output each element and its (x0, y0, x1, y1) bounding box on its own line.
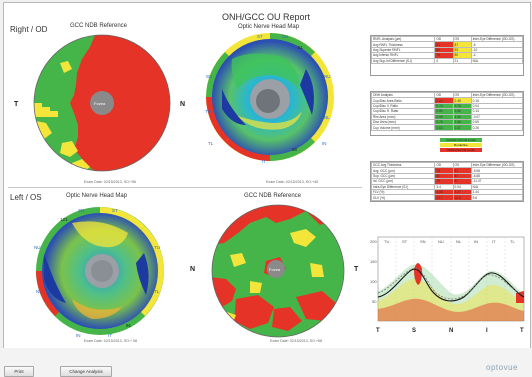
left-seg-it: IT (108, 333, 112, 338)
tsnit-axis-s: S (412, 328, 416, 334)
left-seg-sn: SN (78, 208, 84, 213)
tsnit-top-nu: NU (438, 239, 444, 244)
onh-os-cell: 0.37 (452, 124, 472, 131)
right-fovea-label: Fovea (94, 101, 106, 106)
onh-table: ONH Analysis OD OS Inter-Eye Difference … (370, 91, 524, 136)
tsnit-top-nl: NL (456, 239, 462, 244)
legend-item: Borderline (440, 143, 482, 147)
bottom-toolbar: Print Change Analysis optovue (0, 348, 532, 377)
right-seg-it: IT (262, 159, 266, 164)
right-seg-n2: 88 (292, 147, 298, 152)
left-onh-title: Optic Nerve Head Map (66, 193, 128, 199)
right-seg-in: IN (322, 141, 327, 146)
left-gcc-exam: Exam Date: 02/15/2013, SO:+68 (270, 339, 323, 343)
left-seg-n2: 91 (126, 323, 132, 328)
tsnit-top-it: IT (492, 239, 496, 244)
left-eye-label: Left / OS (10, 193, 42, 202)
left-seg-st: ST (112, 208, 118, 213)
optovue-logo: optovue (486, 363, 518, 372)
gcc-od-cell: 22.7 (434, 194, 454, 201)
left-fovea-label: Fovea (269, 267, 281, 272)
tsnit-ytick-100: 100 (370, 279, 377, 284)
right-onh-title: Optic Nerve Head Map (238, 24, 300, 30)
tsnit-graph: 200 150 100 50 TU ST SN NU NL IN IT TL T… (370, 236, 525, 334)
right-onh-map: S7 SN SU NU TU NL TL IN IT 51 88 (205, 33, 334, 164)
rnfl-table: RNFL Analysis (µm) OD OS Inter-Eye Diffe… (370, 35, 524, 76)
left-onh-map: SN ST NU TU NL TL IN IT 121 91 (34, 207, 164, 338)
rnfl-od-cell: 0 (434, 57, 454, 64)
rnfl-row: Avg RNFL Thickness 81 87 -6 (370, 41, 524, 48)
rnfl-label-cell: Avg Sup-Inf Difference (S-I) (370, 57, 436, 64)
rnfl-diff-cell: N/A (470, 57, 524, 64)
gcc-os-cell: 13.0 (452, 194, 472, 201)
print-button[interactable]: Print (4, 366, 34, 377)
left-gcc-t-label: T (354, 266, 359, 273)
right-onh-exam: Exam Date: 02/15/2013, SO:+45 (266, 180, 319, 184)
left-seg-tl: TL (154, 289, 160, 294)
tsnit-ytick-50: 50 (372, 299, 377, 304)
left-seg-in: IN (76, 333, 81, 338)
rnfl-row: Avg Sup-Inf Difference (S-I) 0 21 N/A (370, 57, 524, 64)
right-gcc-n-label: N (180, 101, 186, 108)
tsnit-axis-t1: T (376, 328, 380, 334)
gcc-row: GLV (%) 22.7 13.0 9.6 (370, 194, 524, 201)
right-seg-tl: TL (208, 141, 214, 146)
right-seg-tu: TU (205, 109, 211, 114)
legend-item: Within Normal Limits (440, 148, 482, 152)
right-eye-label: Right / OD (10, 25, 48, 34)
eye-divider (8, 187, 362, 188)
tsnit-axis-t2: T (520, 328, 524, 334)
rnfl-os-cell: 21 (452, 57, 472, 64)
tsnit-axis-n: N (449, 328, 453, 334)
left-seg-tu: TU (154, 245, 160, 250)
gcc-row: Sup. GCC (µm) 80 87 -6.68 (370, 172, 524, 180)
onh-row: Cup Volume (mm³) 0.63 0.37 0.26 (370, 124, 524, 131)
left-onh-exam: Exam Date: 02/15/2013, SO:+ 58 (84, 339, 138, 343)
left-seg-nu: NU (34, 245, 41, 250)
right-seg-nu: NU (324, 74, 331, 79)
right-seg-n1: 51 (298, 45, 304, 50)
left-gcc-map: Fovea (211, 204, 345, 338)
right-gcc-title: GCC NDB Reference (70, 23, 128, 29)
onh-diff-cell: 0.26 (470, 124, 524, 131)
legend-item: Outside Normal Limits (440, 138, 482, 142)
tsnit-top-in: IN (474, 239, 478, 244)
onh-label-cell: Cup Volume (mm³) (370, 124, 436, 131)
tsnit-top-tu: TU (384, 239, 389, 244)
left-seg-nl: NL (36, 289, 42, 294)
gcc-diff-cell: 9.6 (470, 194, 524, 201)
right-gcc-t-label: T (14, 101, 19, 108)
onh-od-cell: 0.63 (434, 124, 454, 131)
tsnit-axis-i: I (486, 328, 488, 334)
left-seg-n1: 121 (60, 217, 68, 222)
tsnit-top-tl: TL (510, 239, 515, 244)
left-gcc-n-label: N (190, 266, 196, 273)
legend: Outside Normal Limits Borderline Within No… (440, 138, 484, 154)
right-gcc-map: Fovea (33, 34, 171, 172)
tsnit-ytick-200: 200 (370, 239, 377, 244)
right-seg-sn: SN (282, 34, 288, 39)
tsnit-top-st: ST (402, 239, 408, 244)
right-seg-su: SU (206, 74, 212, 79)
right-seg-nl: NL (324, 115, 330, 120)
gcc-table: GCC Avg Thickness OD OS Inter-Eye Differ… (370, 161, 524, 202)
report-sheet: ONH/GCC OU Report Right / OD GCC NDB Ref… (3, 2, 531, 349)
right-gcc-exam: Exam Date: 02/15/2013, SO:+56 (84, 180, 137, 184)
left-gcc-title: GCC NDB Reference (244, 193, 302, 199)
tsnit-top-sn: SN (420, 239, 426, 244)
change-analysis-button[interactable]: Change Analysis (60, 366, 112, 377)
right-seg-s7: S7 (257, 34, 263, 39)
tsnit-ytick-150: 150 (370, 259, 377, 264)
gcc-label-cell: GLV (%) (370, 194, 436, 201)
report-title: ONH/GCC OU Report (222, 12, 311, 22)
